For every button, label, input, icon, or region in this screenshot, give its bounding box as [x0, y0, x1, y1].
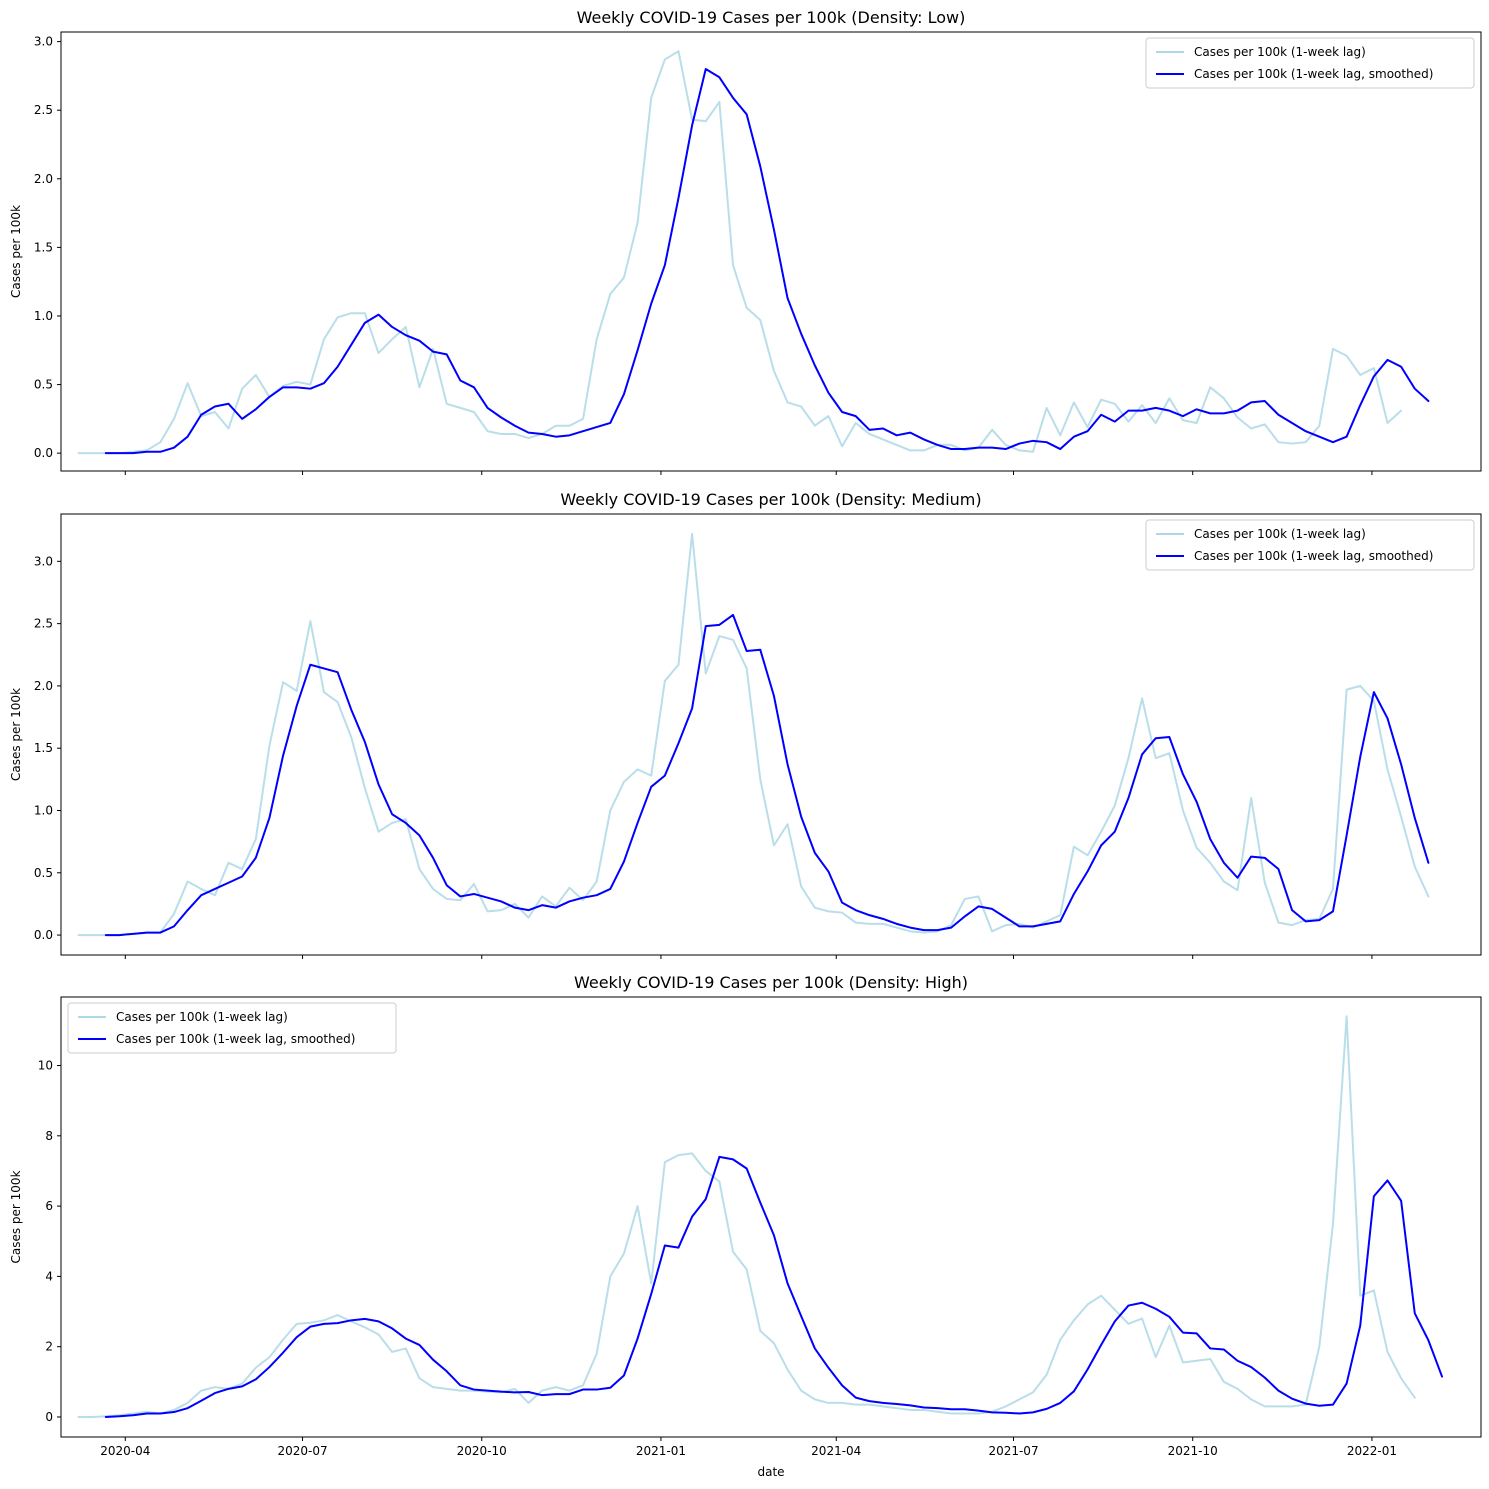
- y-tick-label: 4: [45, 1269, 53, 1283]
- subplot-3: Weekly COVID-19 Cases per 100k (Density:…: [9, 973, 1482, 1458]
- x-tick-label: 2020-10: [457, 1444, 507, 1458]
- y-tick-label: 2.5: [34, 103, 53, 117]
- legend-box: [67, 1002, 397, 1054]
- series-line-smoothed: [104, 1155, 1444, 1418]
- x-tick-label: 2021-07: [988, 1444, 1038, 1458]
- y-tick-label: 6: [45, 1199, 53, 1213]
- legend: Cases per 100k (1-week lag) Cases per 100…: [1145, 37, 1475, 89]
- y-axis-label: Cases per 100k: [9, 688, 23, 781]
- subplot-title: Weekly COVID-19 Cases per 100k (Density:…: [577, 8, 966, 27]
- legend-label: Cases per 100k (1-week lag, smoothed): [116, 1032, 355, 1046]
- series-line-raw: [77, 532, 1430, 937]
- series-line-raw: [77, 1015, 1416, 1418]
- x-axis-label: date: [757, 1465, 784, 1479]
- x-tick-label: 2021-04: [811, 1444, 861, 1458]
- y-tick-label: 1.0: [34, 803, 53, 817]
- subplot-1: Weekly COVID-19 Cases per 100k (Density:…: [9, 8, 1482, 475]
- y-tick-label: 2: [45, 1340, 53, 1354]
- subplot-title: Weekly COVID-19 Cases per 100k (Density:…: [574, 973, 968, 992]
- legend-label: Cases per 100k (1-week lag): [1194, 45, 1366, 59]
- y-tick-label: 0.0: [34, 928, 53, 942]
- axes-frame: [60, 513, 1482, 956]
- legend-label: Cases per 100k (1-week lag, smoothed): [1194, 549, 1433, 563]
- axes-frame: [60, 996, 1482, 1438]
- legend-box: [1145, 519, 1475, 571]
- subplot-2: Weekly COVID-19 Cases per 100k (Density:…: [9, 490, 1482, 959]
- y-tick-label: 1.5: [34, 240, 53, 254]
- series-line-smoothed: [104, 613, 1430, 937]
- y-tick-label: 8: [45, 1129, 53, 1143]
- x-tick-label: 2021-01: [636, 1444, 686, 1458]
- y-tick-label: 0.5: [34, 378, 53, 392]
- y-tick-label: 2.5: [34, 617, 53, 631]
- series-line-raw: [77, 50, 1403, 455]
- legend: Cases per 100k (1-week lag) Cases per 100…: [67, 1002, 397, 1054]
- y-tick-label: 3.0: [34, 554, 53, 568]
- subplots: Weekly COVID-19 Cases per 100k (Density:…: [9, 8, 1482, 1458]
- y-tick-label: 1.0: [34, 309, 53, 323]
- y-axis-label: Cases per 100k: [9, 1170, 23, 1263]
- y-tick-label: 3.0: [34, 35, 53, 49]
- legend-box: [1145, 37, 1475, 89]
- x-tick-label: 2020-04: [100, 1444, 150, 1458]
- x-tick-label: 2022-01: [1347, 1444, 1397, 1458]
- y-tick-label: 2.0: [34, 172, 53, 186]
- axes-frame: [60, 31, 1482, 472]
- y-tick-label: 0.5: [34, 866, 53, 880]
- series-line-smoothed: [104, 68, 1430, 455]
- y-tick-label: 10: [38, 1059, 53, 1073]
- y-axis-label: Cases per 100k: [9, 205, 23, 298]
- x-tick-label: 2021-10: [1168, 1444, 1218, 1458]
- legend-label: Cases per 100k (1-week lag): [1194, 527, 1366, 541]
- y-tick-label: 0: [45, 1410, 53, 1424]
- subplot-title: Weekly COVID-19 Cases per 100k (Density:…: [560, 490, 981, 509]
- legend: Cases per 100k (1-week lag) Cases per 100…: [1145, 519, 1475, 571]
- legend-label: Cases per 100k (1-week lag): [116, 1010, 288, 1024]
- y-tick-label: 0.0: [34, 446, 53, 460]
- y-tick-label: 1.5: [34, 741, 53, 755]
- x-tick-label: 2020-07: [277, 1444, 327, 1458]
- legend-label: Cases per 100k (1-week lag, smoothed): [1194, 67, 1433, 81]
- y-tick-label: 2.0: [34, 679, 53, 693]
